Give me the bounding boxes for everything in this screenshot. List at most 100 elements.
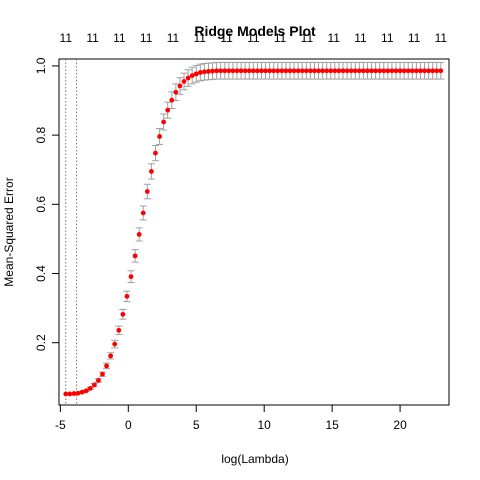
y-tick-label: 0.6 [34, 196, 48, 213]
data-point [149, 169, 154, 174]
data-point [132, 253, 138, 259]
data-point [91, 382, 97, 388]
data-point [254, 68, 260, 74]
data-point [157, 134, 162, 139]
y-tick-label: 0.8 [34, 126, 48, 143]
data-point [116, 327, 122, 333]
data-point [96, 378, 101, 383]
data-point [291, 68, 297, 74]
top-axis-label: 11 [220, 31, 233, 45]
data-point [275, 68, 281, 74]
data-point [140, 210, 146, 216]
data-point [210, 68, 215, 74]
data-point [438, 68, 444, 74]
data-point [336, 68, 342, 74]
data-point [373, 68, 379, 74]
top-axis-label: 11 [113, 31, 126, 45]
x-tick-label: 0 [125, 418, 132, 432]
x-tick-label: 15 [325, 418, 339, 432]
data-point [401, 68, 407, 74]
data-point [413, 68, 419, 74]
data-point [267, 68, 273, 74]
top-axis-label: 11 [86, 31, 99, 45]
data-point [385, 68, 391, 74]
data-point [75, 390, 81, 396]
x-tick-label: -5 [55, 418, 66, 432]
y-tick-label: 0.2 [34, 334, 48, 351]
data-point [340, 68, 346, 74]
top-axis-label: 11 [354, 31, 367, 45]
data-point [352, 68, 358, 74]
y-axis-title: Mean-Squared Error [2, 177, 16, 286]
data-point [393, 68, 399, 74]
data-point [360, 68, 366, 74]
x-tick-label: 10 [258, 418, 272, 432]
data-point [83, 388, 89, 394]
chart-title: Ridge Models Plot [194, 23, 316, 39]
x-tick-label: 20 [393, 418, 407, 432]
data-point [169, 97, 175, 103]
y-axis: 0.2 0.4 0.6 0.8 1.0 [34, 57, 60, 351]
data-point [120, 311, 126, 317]
top-axis-label: 11 [301, 31, 314, 45]
data-point [348, 68, 354, 74]
data-point [108, 353, 114, 359]
data-point [144, 189, 150, 194]
data-points [63, 68, 444, 397]
data-point [161, 119, 167, 125]
top-axis-label: 11 [381, 31, 394, 45]
x-axis: -5 0 5 10 15 20 [55, 404, 407, 432]
data-point [259, 68, 264, 74]
data-point [128, 274, 134, 280]
data-point [67, 391, 73, 397]
data-point [332, 68, 338, 74]
data-point [303, 68, 309, 74]
error-bars [70, 61, 445, 395]
top-axis-label: 11 [140, 31, 153, 45]
top-axis-label: 11 [274, 31, 287, 45]
data-point [271, 68, 277, 74]
data-point [181, 79, 187, 84]
data-point [312, 68, 317, 74]
data-point [222, 68, 228, 74]
data-point [189, 73, 195, 79]
data-point [287, 68, 293, 74]
data-point [165, 107, 171, 113]
data-point [238, 68, 244, 74]
data-point [299, 68, 305, 74]
data-point [434, 68, 440, 74]
data-point [422, 68, 427, 74]
data-point [104, 363, 109, 369]
data-point [234, 68, 240, 74]
data-point [242, 68, 248, 74]
top-axis-label: 11 [435, 31, 448, 45]
data-point [295, 68, 301, 74]
data-point [397, 68, 403, 74]
data-point [214, 68, 220, 74]
data-point [71, 391, 77, 396]
data-point [246, 68, 252, 74]
data-point [230, 68, 236, 74]
data-point [283, 68, 289, 74]
data-point [185, 75, 191, 81]
data-point [418, 68, 423, 74]
data-point [316, 68, 321, 74]
top-axis-label: 11 [60, 31, 73, 45]
data-point [197, 70, 203, 75]
top-axis-label: 11 [194, 31, 207, 45]
reference-lines [65, 59, 78, 405]
data-point [202, 69, 207, 75]
data-point [177, 83, 183, 89]
data-point [263, 68, 268, 74]
plot-frame [58, 58, 450, 406]
data-point [87, 385, 93, 391]
data-point [153, 150, 158, 156]
data-point [328, 68, 334, 74]
data-point [173, 89, 179, 95]
data-point [389, 68, 395, 74]
data-point [320, 68, 326, 74]
data-point [279, 68, 285, 74]
data-point [369, 68, 374, 74]
x-axis-title: log(Lambda) [221, 452, 288, 466]
